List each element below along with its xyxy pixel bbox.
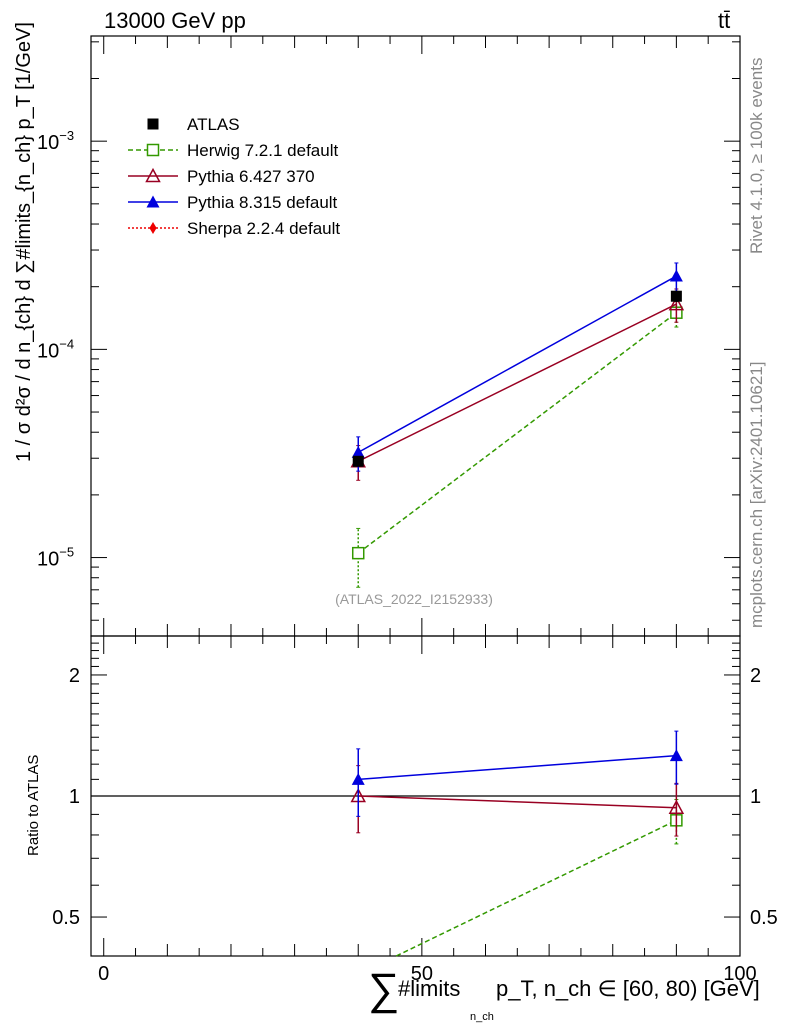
ratio-y-tick-label-right: 1 xyxy=(750,786,761,808)
data-point xyxy=(668,296,685,311)
legend-entry: Pythia 8.315 default xyxy=(128,193,338,212)
legend-entry: Sherpa 2.2.4 default xyxy=(128,219,340,238)
ratio-y-tick-label-right: 0.5 xyxy=(750,907,778,929)
mcplots-credit-label: mcplots.cern.ch [arXiv:2401.10621] xyxy=(747,362,766,628)
legend-marker xyxy=(146,195,160,208)
legend-marker xyxy=(149,222,157,234)
legend-label: ATLAS xyxy=(187,115,240,134)
process-label: tt̄ xyxy=(718,8,730,33)
main-y-tick-label: 10−5 xyxy=(37,545,74,571)
x-tick-label: 0 xyxy=(98,963,109,985)
ratio-data-point xyxy=(351,772,365,785)
main-y-tick-label: 10−4 xyxy=(37,336,74,362)
legend-label: Pythia 8.315 default xyxy=(187,193,338,212)
ratio-y-tick-label: 0.5 xyxy=(52,907,80,929)
series-pythia-8-315-default xyxy=(351,262,683,472)
ratio-y-tick-label-right: 2 xyxy=(750,665,761,687)
series-line xyxy=(357,312,677,554)
legend-marker xyxy=(147,118,159,130)
legend-entry: Herwig 7.2.1 default xyxy=(128,141,338,160)
x-axis-limits-text: #limits xyxy=(398,976,460,1001)
legend-label: Sherpa 2.2.4 default xyxy=(187,219,340,238)
series-herwig-7-2-1-default xyxy=(351,299,683,588)
ratio-series-line xyxy=(358,754,677,781)
ratio-data-point xyxy=(668,799,685,814)
legend-marker xyxy=(145,167,161,183)
rivet-version-label: Rivet 4.1.0, ≥ 100k events xyxy=(747,58,766,254)
x-axis-sum-symbol: ∑ xyxy=(368,965,399,1014)
ratio-y-tick-label: 2 xyxy=(69,665,80,687)
main-plot-panel: 10−5 10−4 10−3 xyxy=(37,35,741,637)
legend-label: Pythia 6.427 370 xyxy=(187,167,315,186)
ratio-data-point xyxy=(669,749,683,762)
ratio-series-pythia-8-315-default xyxy=(351,730,683,817)
ratio-series-line xyxy=(358,795,677,809)
ratio-series-herwig-7-2-1-default xyxy=(395,799,683,957)
legend: ATLAS Herwig 7.2.1 default Pythia 6.427 37… xyxy=(128,115,340,238)
legend-entry: Pythia 6.427 370 xyxy=(128,167,315,186)
series-pythia-6-427-370 xyxy=(350,288,685,481)
series-line xyxy=(357,275,677,454)
main-data-series xyxy=(350,262,685,588)
analysis-id-watermark: (ATLAS_2022_I2152933) xyxy=(335,591,493,607)
x-axis-variable-text: p_T, n_ch ∈ [60, 80) [GeV] xyxy=(496,976,760,1001)
data-point xyxy=(351,445,365,458)
energy-label: 13000 GeV pp xyxy=(104,8,246,33)
x-tick-label: 100 xyxy=(723,963,756,985)
data-point xyxy=(670,290,682,302)
ratio-plot-panel: 0.5 0.5 1 1 2 2 xyxy=(52,635,778,957)
main-y-tick-label: 10−3 xyxy=(37,128,74,154)
legend-marker xyxy=(146,143,160,157)
x-axis-sum-subscript: n_ch xyxy=(470,1011,494,1023)
data-point xyxy=(669,269,683,282)
series-atlas xyxy=(352,290,682,467)
ratio-data-series xyxy=(350,730,685,957)
x-tick-label: 50 xyxy=(411,963,433,985)
ratio-series-line xyxy=(395,819,677,957)
main-axis-ticks: 10−5 10−4 10−3 xyxy=(37,36,741,636)
ratio-axis-ticks: 0.5 0.5 1 1 2 2 xyxy=(52,636,778,957)
x-axis-tick-labels: 0 50 100 xyxy=(98,963,757,985)
data-point xyxy=(351,546,365,560)
main-y-axis-label: 1 / σ d²σ / d n_{ch} d ∑#limits_{n_ch} p… xyxy=(13,22,35,462)
legend-label: Herwig 7.2.1 default xyxy=(187,141,338,160)
ratio-y-tick-label: 1 xyxy=(69,786,80,808)
series-line xyxy=(357,303,677,462)
ratio-y-axis-label: Ratio to ATLAS xyxy=(25,755,42,856)
legend-entry: ATLAS xyxy=(147,115,240,134)
data-point xyxy=(352,455,364,467)
